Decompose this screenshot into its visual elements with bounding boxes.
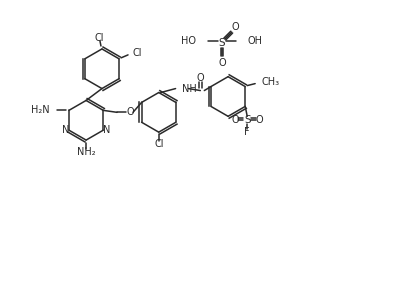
Text: S: S <box>218 38 225 48</box>
Text: O: O <box>231 115 239 125</box>
Text: HO: HO <box>181 36 196 46</box>
Text: N: N <box>62 125 70 135</box>
Text: N: N <box>102 125 110 135</box>
Text: OH: OH <box>247 36 262 46</box>
Text: CH₃: CH₃ <box>260 77 279 87</box>
Text: Cl: Cl <box>133 48 142 58</box>
Text: O: O <box>126 107 134 117</box>
Text: Cl: Cl <box>155 139 164 149</box>
Text: O: O <box>217 58 225 68</box>
Text: NH₂: NH₂ <box>77 147 95 157</box>
Text: S: S <box>243 115 250 125</box>
Text: H₂N: H₂N <box>30 105 49 115</box>
Text: F: F <box>244 127 249 137</box>
Text: O: O <box>231 22 239 32</box>
Text: O: O <box>255 115 262 125</box>
Text: NH: NH <box>181 83 196 94</box>
Text: O: O <box>196 73 204 83</box>
Text: Cl: Cl <box>94 33 103 43</box>
